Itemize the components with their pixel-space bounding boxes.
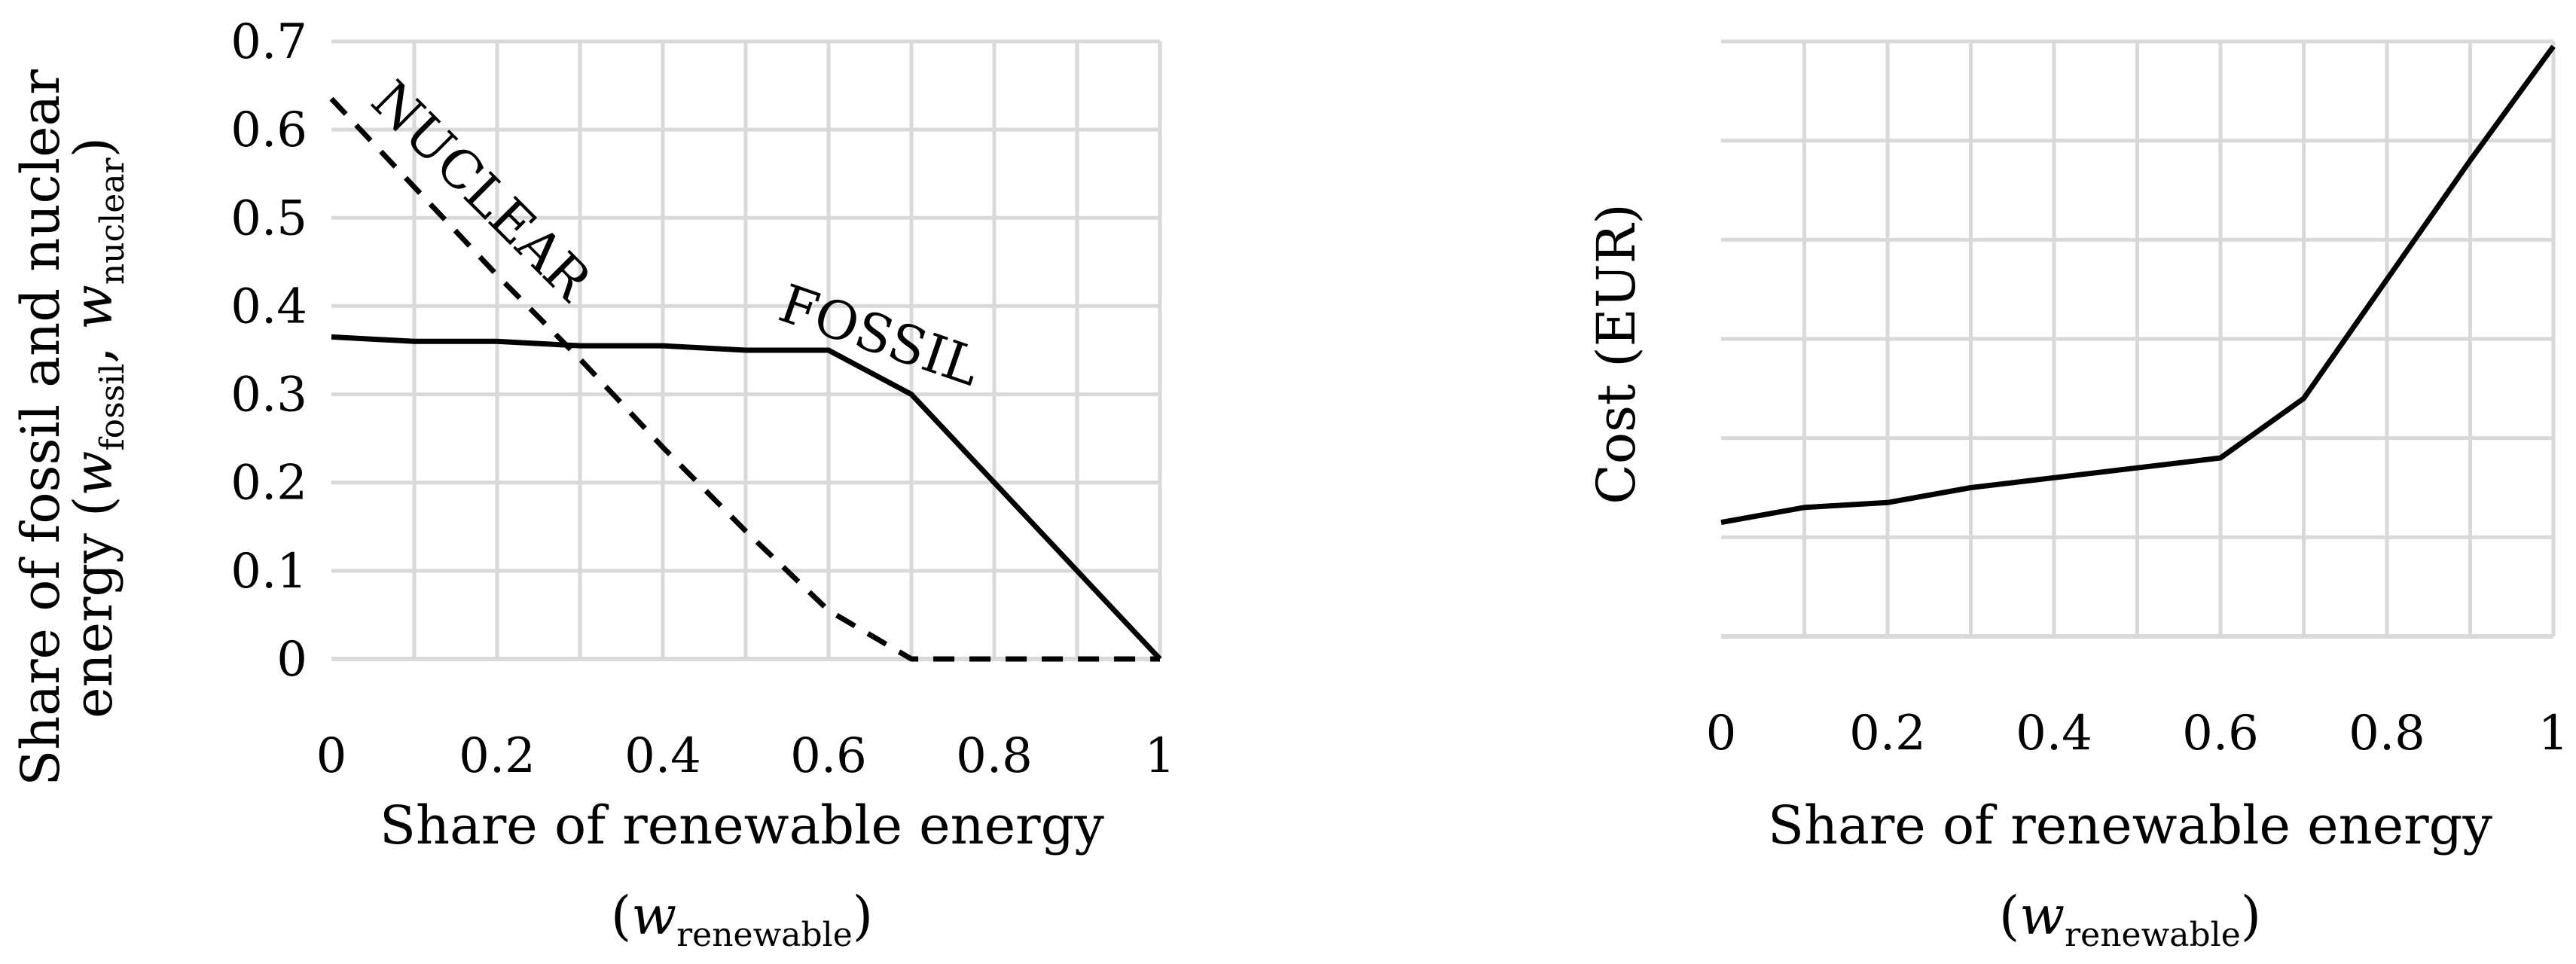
chart1-x-tick-label: 0.4 — [624, 728, 701, 784]
chart1-y-tick-label: 0.3 — [230, 368, 307, 423]
chart1-x-tick-labels: 0 0.2 0.4 0.6 0.8 1 — [316, 728, 1176, 784]
chart2-x-tick-label: 0 — [1706, 706, 1737, 761]
chart1-x-axis-title: Share of renewable energy — [380, 795, 1104, 856]
chart1-y-tick-label: 0.4 — [230, 279, 307, 334]
chart2-x-tick-label: 0.2 — [1849, 706, 1926, 761]
chart1-y-tick-label: 0.5 — [230, 191, 307, 246]
chart2-x-axis-variable: (wrenewable) — [1999, 885, 2261, 954]
chart2-y-axis-title: Cost (EUR) — [1586, 203, 1647, 504]
chart1-y-tick-label: 0.2 — [230, 456, 307, 511]
chart1-series — [329, 96, 1162, 662]
chart2-x-tick-labels: 0 0.2 0.4 0.6 0.8 1 — [1706, 706, 2569, 761]
chart1-y-axis-title-line1: Share of fossil and nuclear — [10, 69, 72, 786]
chart2-x-tick-label: 0.6 — [2182, 706, 2259, 761]
chart2-x-tick-label: 0.4 — [2016, 706, 2092, 761]
chart1-gridlines — [331, 39, 1162, 661]
chart2-gridlines — [1721, 39, 2556, 639]
chart2-x-tick-label: 0.8 — [2349, 706, 2425, 761]
chart1-x-tick-label: 0 — [316, 728, 347, 784]
chart1-x-axis-variable: (wrenewable) — [611, 885, 873, 954]
chart1-series-fossil — [331, 334, 1162, 661]
chart2-series — [1720, 44, 2556, 526]
chart2-series-cost — [1720, 44, 2556, 526]
chart1-y-tick-label: 0.7 — [230, 14, 307, 70]
chart1-x-tick-label: 0.6 — [790, 728, 867, 784]
chart1-x-tick-label: 0.2 — [459, 728, 536, 784]
chart1-y-tick-labels: 0 0.1 0.2 0.3 0.4 0.5 0.6 0.7 — [230, 14, 307, 688]
chart2-x-tick-label: 1 — [2538, 706, 2569, 761]
chart1-y-tick-label: 0.1 — [230, 544, 307, 599]
chart1-y-axis-title-line2: energy (wfossil, wnuclear) — [63, 137, 132, 718]
chart2-x-axis-title: Share of renewable energy — [1768, 795, 2492, 856]
chart1-x-tick-label: 1 — [1145, 728, 1176, 784]
chart1-series-nuclear — [329, 96, 1160, 662]
chart1-y-tick-label: 0 — [276, 632, 307, 688]
chart1-y-tick-label: 0.6 — [230, 102, 307, 158]
chart1-x-tick-label: 0.8 — [956, 728, 1033, 784]
